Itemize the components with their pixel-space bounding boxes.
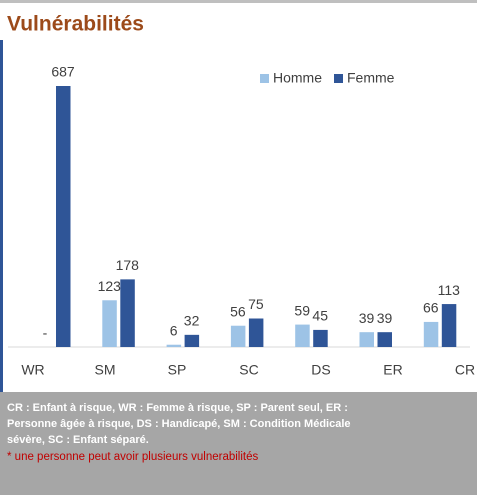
bar xyxy=(184,334,200,347)
data-label: 75 xyxy=(248,296,264,312)
data-label: 687 xyxy=(51,64,75,80)
bar xyxy=(313,329,328,347)
data-label: 45 xyxy=(312,308,328,324)
legend-label: Femme xyxy=(347,70,395,86)
chart-title: Vulnérabilités xyxy=(7,13,144,36)
data-label: 59 xyxy=(294,302,310,318)
data-label: 66 xyxy=(423,300,439,316)
bar xyxy=(120,279,135,347)
legend-label: Homme xyxy=(273,70,322,86)
x-tick-label: CR xyxy=(455,362,475,378)
bar xyxy=(423,321,439,347)
bar xyxy=(295,324,310,347)
bar xyxy=(441,304,457,347)
legend-swatch xyxy=(260,74,269,83)
x-tick-label: SM xyxy=(95,362,116,378)
top-border xyxy=(0,0,477,3)
data-label: 39 xyxy=(359,310,375,326)
footnote: sévère, SC : Enfant séparé. xyxy=(7,434,149,446)
data-label: 178 xyxy=(116,257,140,273)
note: * une personne peut avoir plusieurs vuln… xyxy=(7,451,258,463)
bar xyxy=(166,344,182,347)
x-tick-label: SC xyxy=(239,362,258,378)
data-label: - xyxy=(43,325,48,341)
footnote: CR : Enfant à risque, WR : Femme à risqu… xyxy=(7,402,348,414)
data-label: 39 xyxy=(377,310,393,326)
x-tick-label: WR xyxy=(21,362,44,378)
footnote: Personne âgée à risque, DS : Handicapé, … xyxy=(7,418,351,430)
data-label: 6 xyxy=(170,322,178,338)
bar xyxy=(102,300,117,347)
bar xyxy=(359,332,374,347)
left-border xyxy=(0,40,3,392)
bar xyxy=(248,318,264,347)
data-label: 32 xyxy=(184,313,200,329)
bar xyxy=(230,325,246,347)
data-label: 123 xyxy=(98,278,122,294)
data-label: 56 xyxy=(230,303,246,319)
x-tick-label: ER xyxy=(383,362,402,378)
data-label: 113 xyxy=(438,282,461,298)
bar xyxy=(56,86,71,347)
footer-panel xyxy=(0,392,477,495)
bar xyxy=(377,332,392,347)
legend-swatch xyxy=(334,74,343,83)
x-tick-label: DS xyxy=(311,362,330,378)
x-tick-label: SP xyxy=(168,362,187,378)
